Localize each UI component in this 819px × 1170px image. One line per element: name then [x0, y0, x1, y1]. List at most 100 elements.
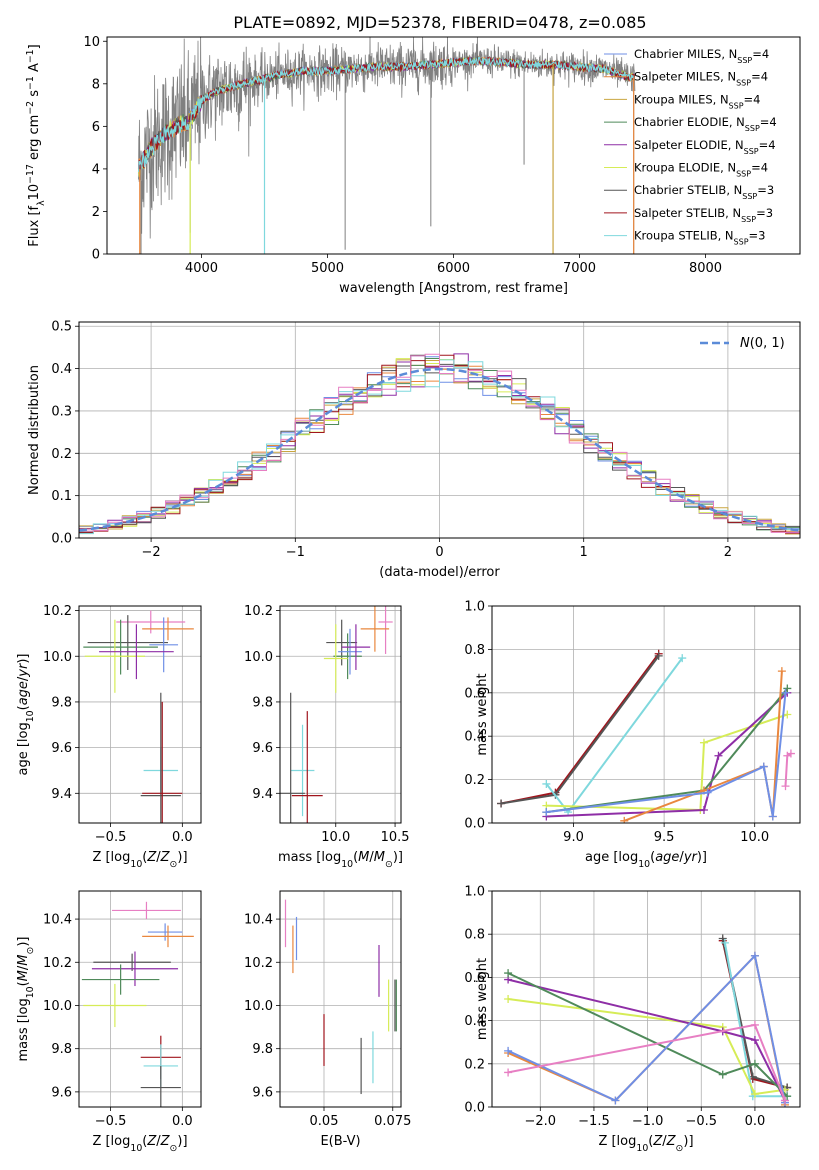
- y-tick-label: 10.0: [244, 999, 273, 1014]
- x-tick-label: 5000: [311, 261, 344, 276]
- x-tick-label: −0.5: [685, 1114, 717, 1129]
- legend-label: Salpeter STELIB, NSSP=3: [634, 206, 773, 224]
- y-axis-label: age [log10(age/yr)]: [16, 653, 36, 775]
- y-tick-label: 9.6: [252, 741, 273, 756]
- series-marker: [777, 667, 786, 676]
- series-line: [546, 692, 787, 817]
- series-marker: [718, 934, 727, 943]
- y-tick-label: 0.4: [51, 362, 72, 377]
- x-tick-label: 10.0: [321, 830, 350, 845]
- x-tick-label: 8000: [689, 261, 722, 276]
- x-tick-label: 10.5: [381, 830, 410, 845]
- series-line: [507, 978, 786, 1101]
- x-tick-label: 0.0: [172, 830, 193, 845]
- x-axis-label: Z [log10(Z/Z⊙)]: [92, 1134, 187, 1154]
- series-marker: [720, 938, 729, 947]
- errorbar-point: [83, 619, 158, 675]
- massweight-vs-age-panel: 9.0 9.5 10.0 0.0 0.2 0.4 0.6 0.8 1.0 age [log10(a…: [464, 600, 801, 870]
- legend-label: Kroupa ELODIE, NSSP=4: [634, 161, 768, 179]
- errorbar-point: [84, 619, 146, 693]
- errorbar-point: [142, 617, 194, 641]
- axes-frame: [78, 890, 202, 1108]
- series-marker: [780, 1096, 789, 1105]
- series-marker: [718, 1070, 727, 1079]
- series-marker: [504, 995, 513, 1003]
- gaussian-curve: [79, 367, 800, 532]
- axes-frame: [279, 890, 402, 1108]
- series-line: [545, 657, 684, 814]
- model-spectrum-line: [137, 56, 635, 171]
- series-marker: [654, 651, 663, 660]
- series-marker: [781, 688, 790, 697]
- y-axis-label: Flux [fλ10−17 erg cm−2 s−1 A−1]: [25, 44, 47, 246]
- series-marker: [750, 1036, 759, 1045]
- y-tick-label: 10.2: [43, 956, 72, 971]
- x-tick-label: 0: [435, 545, 443, 560]
- y-tick-label: 0.8: [464, 928, 485, 943]
- x-tick-label: 0.0: [172, 1114, 193, 1129]
- x-tick-label: 9.5: [654, 830, 675, 845]
- y-tick-label: 9.4: [51, 787, 72, 802]
- y-tick-label: 10.4: [43, 913, 72, 928]
- y-tick-label: 9.4: [252, 787, 273, 802]
- series-marker: [703, 788, 712, 797]
- series-marker: [504, 1046, 513, 1055]
- x-tick-label: 7000: [563, 261, 596, 276]
- series-marker: [750, 951, 759, 960]
- series-line: [507, 972, 788, 1097]
- x-tick-label: −2: [142, 545, 161, 560]
- errorbar-point: [338, 628, 362, 675]
- series-marker: [699, 738, 708, 747]
- axes-frame: [78, 605, 202, 824]
- mass-vs-ebv-panel: 0.05 0.075 9.6 9.8 10.0 10.2 10.4 E(B-V): [244, 890, 411, 1149]
- series-marker: [497, 799, 506, 808]
- y-tick-label: 10.2: [43, 604, 72, 619]
- x-axis-label: age [log10(age/yr)]: [585, 850, 707, 870]
- x-tick-label: −1.5: [578, 1114, 610, 1129]
- series-marker: [699, 805, 708, 814]
- y-tick-label: 9.8: [51, 1042, 72, 1057]
- x-axis-label: wavelength [Angstrom, rest frame]: [339, 281, 568, 296]
- x-tick-label: −0.5: [95, 830, 127, 845]
- x-tick-label: 10.0: [740, 830, 769, 845]
- axes-frame: [491, 605, 801, 824]
- y-tick-label: 0.2: [464, 773, 485, 788]
- legend-label: Kroupa STELIB, NSSP=3: [634, 229, 765, 247]
- y-tick-label: 0.4: [464, 1014, 485, 1029]
- y-tick-label: 9.6: [252, 1085, 273, 1100]
- axes-frame: [491, 890, 801, 1108]
- series-marker: [504, 1068, 513, 1077]
- y-tick-label: 10.2: [244, 956, 273, 971]
- y-tick-label: 0.6: [464, 971, 485, 986]
- errorbar-point: [83, 983, 147, 1028]
- series-marker: [750, 1020, 759, 1029]
- y-tick-label: 0: [92, 248, 100, 263]
- x-tick-label: 6000: [437, 261, 470, 276]
- data-spectrum-line: [138, 37, 636, 239]
- y-tick-label: 10: [83, 35, 100, 50]
- y-tick-label: 4: [92, 162, 100, 177]
- legend-label: Salpeter ELODIE, NSSP=4: [634, 138, 776, 156]
- errorbar-point: [93, 953, 171, 971]
- y-tick-label: 10.0: [43, 650, 72, 665]
- y-tick-label: 1.0: [464, 600, 485, 615]
- series-line: [500, 655, 660, 805]
- y-tick-label: 0.4: [464, 730, 485, 745]
- x-axis-label: (data-model)/error: [379, 565, 500, 580]
- x-tick-label: 4000: [185, 261, 218, 276]
- x-tick-label: −0.5: [95, 1114, 127, 1129]
- errorbar-point: [142, 701, 183, 823]
- axes-frame: [279, 605, 402, 824]
- x-tick-label: 1: [580, 545, 588, 560]
- x-axis-label: mass [log10(M/M⊙)]: [278, 850, 403, 870]
- y-tick-label: 0.3: [51, 404, 72, 419]
- legend-label: Chabrier STELIB, NSSP=3: [634, 183, 774, 201]
- mass-vs-metallicity-panel: −0.5 0.0 9.6 9.8 10.0 10.2 10.4 Z [log10(Z/Z⊙)]…: [16, 890, 202, 1154]
- y-tick-label: 10.0: [244, 650, 273, 665]
- x-tick-label: 2: [724, 545, 732, 560]
- errorbar-point: [147, 923, 183, 941]
- y-tick-label: 8: [92, 77, 100, 92]
- y-tick-label: 0.6: [464, 686, 485, 701]
- series-marker: [611, 1096, 620, 1105]
